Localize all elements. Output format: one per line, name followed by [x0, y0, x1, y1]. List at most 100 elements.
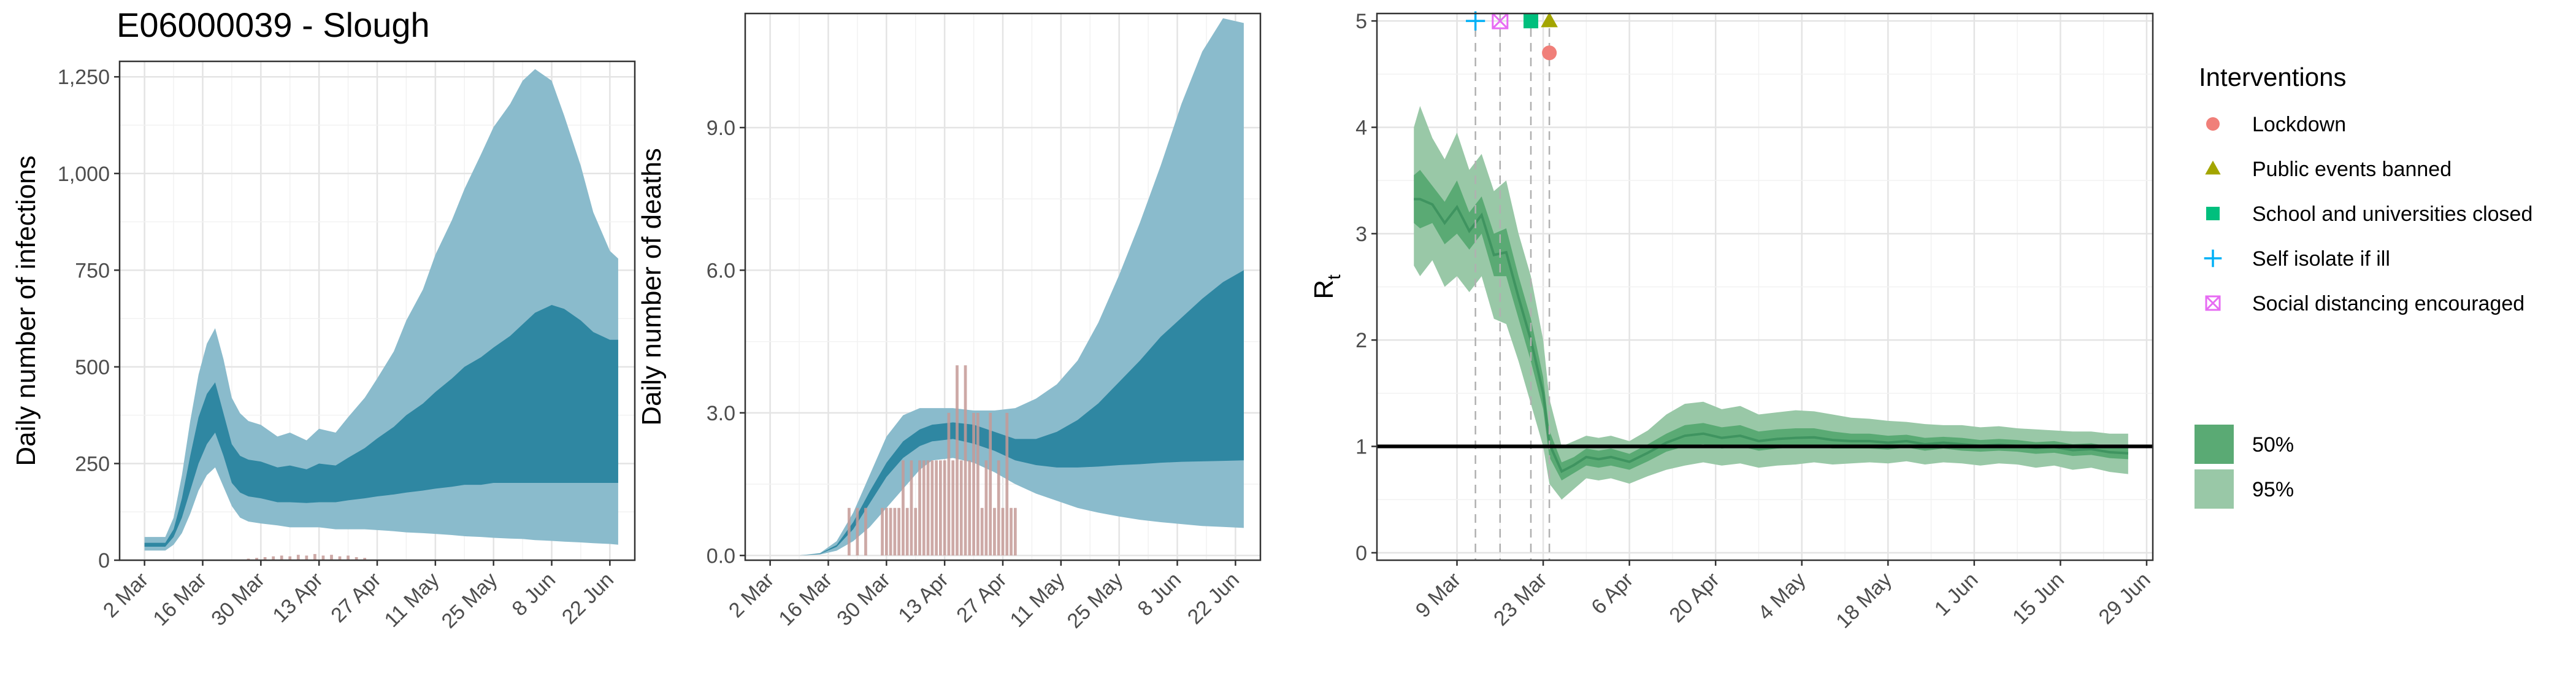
observed-bar [939, 460, 942, 556]
observed-bar [935, 460, 938, 556]
deaths-band-50 [770, 270, 1244, 556]
legend-item-circle: Lockdown [2206, 113, 2346, 136]
observed-bar [926, 460, 930, 556]
observed-bar [968, 460, 972, 556]
observed-bar [321, 555, 325, 560]
legend-item-boxcross: Social distancing encouraged [2205, 292, 2524, 315]
legend-band-swatch [2195, 469, 2234, 509]
legend-marker-boxcross [2205, 295, 2221, 311]
observed-bar [1005, 412, 1009, 556]
observed-bar [902, 460, 905, 556]
intervention-marker-circle [1542, 45, 1557, 61]
y-tick-label: 1,250 [58, 66, 110, 89]
observed-bar [914, 507, 918, 556]
observed-bar [1013, 507, 1017, 556]
panel-border [1376, 12, 2154, 561]
y-tick-label: 6.0 [707, 259, 735, 282]
observed-bar [884, 507, 888, 556]
y-tick-label: 0 [98, 549, 110, 572]
y-tick-label: 9.0 [707, 117, 735, 140]
observed-bar [255, 558, 258, 560]
observed-bar [288, 556, 292, 560]
rt-band-50 [1414, 169, 2128, 480]
legend-marker-plus [2204, 249, 2222, 268]
observed-bar [976, 412, 979, 556]
intervention-marker-triangle [1541, 12, 1558, 28]
observed-bar [918, 460, 921, 556]
y-tick-label: 5 [1355, 10, 1367, 33]
plot-title: E06000039 - Slough [117, 6, 430, 44]
observed-bar [951, 460, 955, 556]
legend: Interventions Lockdown Public events bann… [2195, 63, 2532, 509]
legend-title: Interventions [2199, 63, 2346, 91]
plot-area [1377, 13, 2153, 560]
observed-bar [893, 507, 897, 556]
observed-bar [993, 507, 996, 556]
infections-band-50 [144, 305, 618, 547]
observed-bar [347, 555, 350, 560]
rt-band-95 [1414, 106, 2128, 500]
observed-bar [897, 507, 901, 556]
observed-bar [864, 507, 867, 556]
observed-bar [997, 460, 1000, 556]
observed-bar [280, 555, 283, 560]
legend-item-label: Self isolate if ill [2252, 247, 2390, 271]
y-axis-label: Rt [1309, 274, 1344, 299]
observed-bar [363, 558, 367, 560]
legend-item-plus: Self isolate if ill [2204, 247, 2390, 271]
legend-marker-square [2206, 207, 2220, 220]
legend-item-label: School and universities closed [2252, 202, 2532, 226]
legend-band-swatch [2195, 425, 2234, 464]
legend-item-label: Public events banned [2252, 158, 2451, 181]
y-tick-label: 3.0 [707, 402, 735, 425]
observed-bar [889, 507, 892, 556]
legend-band-1: 95% [2195, 469, 2294, 509]
observed-bar [943, 460, 946, 556]
intervention-marker-square [1523, 13, 1538, 29]
intervention-marker-plus [1466, 11, 1485, 31]
y-tick-label: 500 [75, 356, 110, 379]
y-tick-label: 0 [1355, 542, 1367, 565]
observed-bar [881, 507, 884, 556]
legend-marker-circle [2206, 117, 2220, 131]
observed-bar [905, 507, 909, 556]
y-tick-label: 750 [75, 259, 110, 282]
y-tick-label: 2 [1355, 329, 1367, 352]
legend-item-label: Lockdown [2252, 113, 2346, 136]
observed-bar [947, 412, 951, 556]
y-tick-label: 0.0 [707, 544, 735, 568]
legend-band-label: 50% [2252, 433, 2294, 457]
observed-bar [272, 556, 275, 560]
legend-item-square: School and universities closed [2206, 202, 2532, 226]
observed-bar [972, 412, 975, 556]
observed-bar [296, 555, 300, 560]
observed-bar [964, 365, 967, 556]
legend-item-triangle: Public events banned [2205, 158, 2451, 181]
y-tick-label: 3 [1355, 223, 1367, 246]
legend-marker-triangle [2205, 160, 2221, 175]
y-axis-label: Daily number of infections [11, 155, 41, 466]
observed-bar [305, 555, 309, 560]
y-tick-label: 1 [1355, 436, 1367, 459]
observed-bar [930, 460, 934, 556]
observed-bar [922, 460, 926, 556]
observed-bar [956, 365, 959, 556]
observed-bar [263, 557, 267, 560]
y-axis-label: Daily number of deaths [637, 148, 667, 425]
observed-bar [247, 558, 250, 560]
observed-bar [313, 553, 316, 560]
observed-bar [959, 460, 963, 556]
observed-bar [989, 412, 992, 556]
observed-bar [984, 460, 988, 556]
legend-band-0: 50% [2195, 425, 2294, 464]
observed-bar [1001, 507, 1005, 556]
plot-area [144, 69, 618, 560]
y-tick-label: 1,000 [58, 163, 110, 186]
observed-bar [910, 460, 913, 556]
observed-bar [338, 556, 342, 560]
observed-bar [980, 507, 984, 556]
plot-area [770, 18, 1244, 556]
